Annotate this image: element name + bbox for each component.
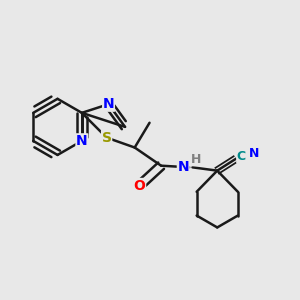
- Text: C: C: [237, 150, 246, 163]
- Text: N: N: [103, 97, 114, 111]
- Text: N: N: [248, 147, 259, 160]
- Text: N: N: [76, 134, 88, 148]
- Text: O: O: [134, 178, 146, 193]
- Text: H: H: [191, 153, 202, 166]
- Text: S: S: [102, 130, 112, 145]
- Text: N: N: [177, 160, 189, 174]
